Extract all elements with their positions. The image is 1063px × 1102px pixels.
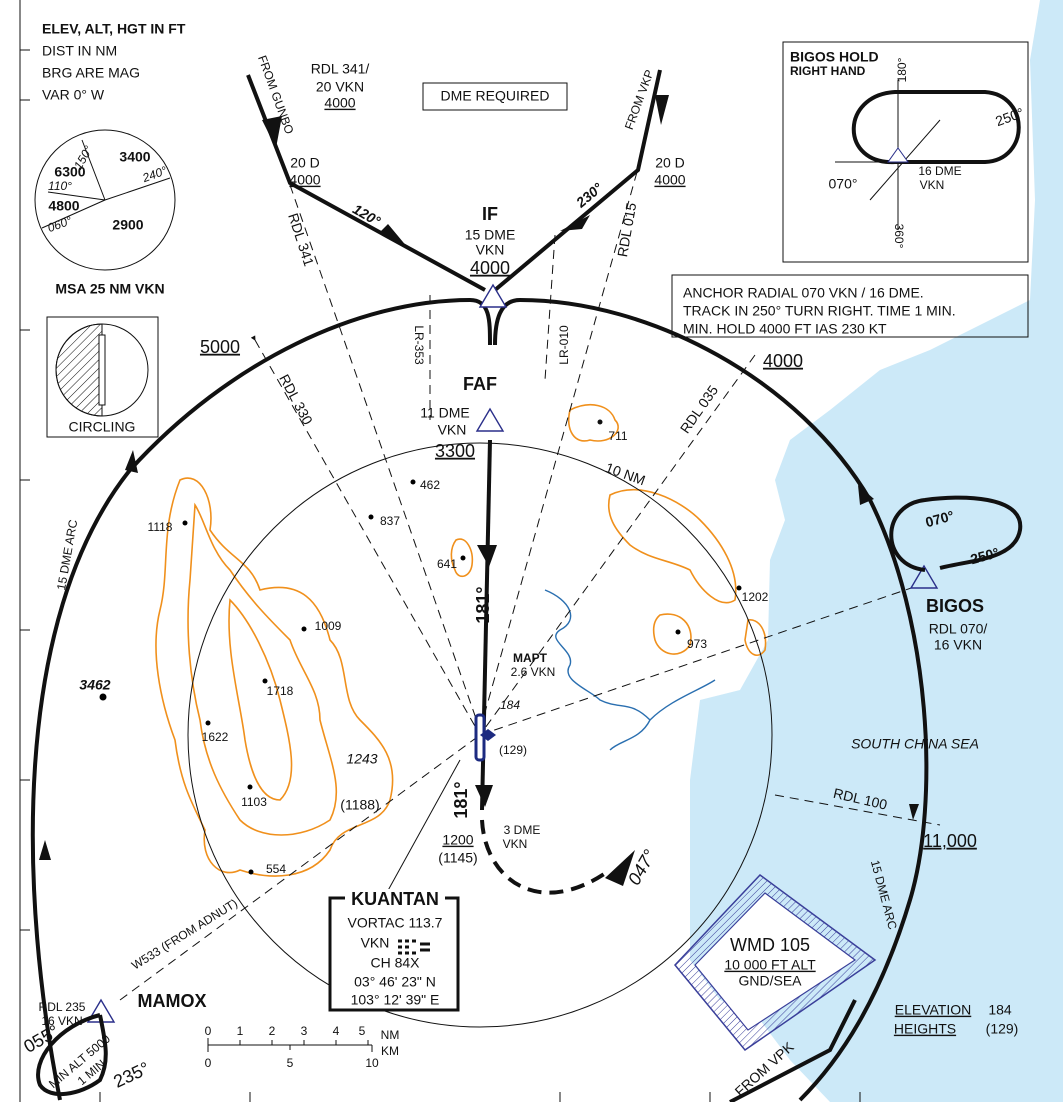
label: 16 VKN <box>934 637 982 653</box>
label: (129) <box>499 743 527 757</box>
label: 110° <box>48 179 72 193</box>
label: 15 DME <box>465 227 516 243</box>
label: 03° 46' 23" N <box>354 974 436 990</box>
label: 3462 <box>79 677 110 693</box>
label: 5000 <box>200 337 240 357</box>
label: 4 <box>333 1024 340 1038</box>
label: 3400 <box>119 149 150 165</box>
label: 180° <box>895 57 909 82</box>
label: 103° 12' 39" E <box>351 992 440 1008</box>
label: VAR 0° W <box>42 87 105 103</box>
label: 10 000 FT ALT <box>724 957 816 973</box>
label: 1202 <box>742 590 769 604</box>
label: 181° <box>451 781 471 818</box>
label: 0 <box>205 1056 212 1070</box>
page: {"notes": ["ELEV, ALT, HGT IN FT", "DIST… <box>0 0 1063 1102</box>
label: 2 <box>269 1024 276 1038</box>
label: 1200 <box>442 832 473 848</box>
label: LR-010 <box>557 325 571 365</box>
label: 4800 <box>48 198 79 214</box>
label: 837 <box>380 514 400 528</box>
label: GND/SEA <box>738 973 802 989</box>
label: 4000 <box>654 172 685 188</box>
label: 4000 <box>324 95 355 111</box>
label: 1243 <box>346 751 377 767</box>
label: (129) <box>986 1021 1019 1037</box>
label: 1718 <box>267 684 294 698</box>
label: ELEVATION <box>895 1002 972 1018</box>
label: RDL 341/ <box>311 61 370 77</box>
label: 184 <box>988 1002 1012 1018</box>
label: 2900 <box>112 217 143 233</box>
label: 20 VKN <box>316 79 364 95</box>
label: 0 <box>205 1024 212 1038</box>
label: 5 <box>359 1024 366 1038</box>
label: RIGHT HAND <box>790 64 866 78</box>
label: BRG ARE MAG <box>42 65 140 81</box>
label: ELEV, ALT, HGT IN FT <box>42 21 186 37</box>
label: (1188) <box>340 797 379 813</box>
label: 1622 <box>202 730 229 744</box>
label: VKN <box>438 422 467 438</box>
label: 10 <box>365 1056 379 1070</box>
label: RDL 070/ <box>929 621 988 637</box>
label: MAPT <box>513 651 548 665</box>
label: CH 84X <box>370 955 420 971</box>
label: 070° <box>829 176 858 192</box>
label: 462 <box>420 478 440 492</box>
label: 711 <box>608 429 627 443</box>
label: SOUTH CHINA SEA <box>851 736 979 752</box>
label: BIGOS HOLD <box>790 49 879 65</box>
label: 4000 <box>763 351 803 371</box>
label: NM <box>381 1028 400 1042</box>
label: (1145) <box>438 850 477 866</box>
label: FAF <box>463 374 497 394</box>
label: WMD 105 <box>730 935 810 955</box>
label: 4000 <box>289 172 320 188</box>
label: ANCHOR RADIAL 070 VKN / 16 DME. <box>683 285 924 301</box>
label: KUANTAN <box>351 889 439 909</box>
label: MAMOX <box>138 991 207 1011</box>
label: 20 D <box>290 155 320 171</box>
label: 1 <box>237 1024 244 1038</box>
label: MSA 25 NM VKN <box>55 281 164 297</box>
label: KM <box>381 1044 399 1058</box>
label: 554 <box>266 862 286 876</box>
label: HEIGHTS <box>894 1021 956 1037</box>
label: VKN <box>476 242 505 258</box>
label: 1103 <box>241 795 267 809</box>
label: 1118 <box>148 520 173 534</box>
label: 11 DME <box>420 405 470 421</box>
label: 4000 <box>470 258 510 278</box>
label: 2.6 VKN <box>511 665 556 679</box>
approach-chart: ELEV, ALT, HGT IN FT DIST IN NM BRG ARE MA… <box>0 0 1063 1102</box>
label: 5 <box>287 1056 294 1070</box>
label: 11,000 <box>923 831 977 851</box>
label: CIRCLING <box>69 419 136 435</box>
label: 641 <box>437 557 457 571</box>
label: 973 <box>687 637 707 651</box>
label: VKN <box>920 178 945 192</box>
label: 3 <box>301 1024 308 1038</box>
label: 16 DME <box>918 164 961 178</box>
label: VORTAC 113.7 <box>348 915 443 931</box>
label: 3 DME <box>504 823 541 837</box>
label: 184 <box>500 698 520 712</box>
label: LR-353 <box>412 325 426 365</box>
label: RDL 235 <box>39 1000 86 1014</box>
label: 20 D <box>655 155 685 171</box>
label: MIN. HOLD 4000 FT IAS 230 KT <box>683 321 887 337</box>
label: VKN <box>503 837 528 851</box>
label: BIGOS <box>926 596 984 616</box>
label: IF <box>482 204 498 224</box>
label: DME REQUIRED <box>441 88 550 104</box>
label: 181° <box>473 586 493 623</box>
label: TRACK IN 250° TURN RIGHT. TIME 1 MIN. <box>683 303 956 319</box>
label: 3300 <box>435 441 475 461</box>
label: 360° <box>892 224 906 249</box>
label: 1009 <box>315 619 342 633</box>
label: VKN <box>361 935 390 951</box>
label: DIST IN NM <box>42 43 117 59</box>
